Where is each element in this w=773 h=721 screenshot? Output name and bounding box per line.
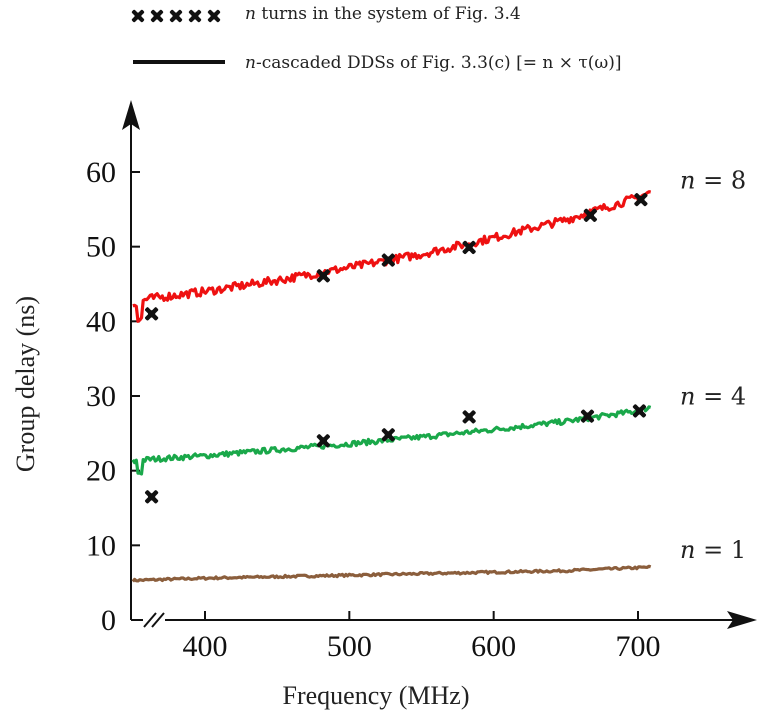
series-markers: [145, 193, 648, 504]
legend-marker-icon: [207, 9, 221, 23]
data-point-marker: [462, 410, 476, 424]
data-point-marker: [462, 240, 476, 255]
data-point-marker: [583, 208, 597, 222]
legend-marker-row: [131, 9, 221, 23]
series-annotation: n = 4: [680, 382, 746, 410]
x-axis-title: Frequency (MHz): [283, 681, 470, 710]
legend-marker-icon: [169, 9, 183, 23]
y-axis-title: Group delay (ns): [11, 296, 40, 472]
data-point-marker: [316, 269, 330, 283]
y-tick-label: 30: [86, 380, 116, 413]
data-point-marker: [580, 409, 595, 423]
series-annotation: n = 1: [680, 536, 746, 564]
x-tick-label: 700: [616, 630, 661, 663]
y-tick-label: 50: [86, 231, 116, 264]
x-tick-label: 400: [183, 630, 228, 663]
x-tick-label: 500: [327, 630, 372, 663]
legend: n turns in the system of Fig. 3.4 n-casc…: [131, 4, 622, 73]
y-tick-label: 60: [86, 156, 116, 189]
y-tick-label: 20: [86, 455, 116, 488]
data-point-marker: [381, 253, 395, 267]
data-point-marker: [381, 428, 395, 442]
legend-marker-icon: [150, 9, 164, 23]
y-tick-label: 40: [86, 305, 116, 338]
series-lines: [131, 190, 652, 583]
series-annotation: n = 8: [680, 166, 746, 194]
data-point-marker: [145, 490, 159, 504]
legend-entry-1-label: n turns in the system of Fig. 3.4: [245, 4, 521, 24]
y-tick-label: 10: [86, 529, 116, 562]
data-point-marker: [634, 193, 648, 207]
x-ticks: 400 500 600 700: [183, 611, 661, 663]
axes: [122, 100, 757, 629]
legend-marker-icon: [131, 9, 145, 23]
x-axis-arrow: [727, 611, 757, 629]
y-axis-arrow: [122, 100, 140, 130]
data-point-marker: [145, 307, 159, 321]
x-axis-break-icon: [143, 612, 165, 628]
series-line-1: [131, 564, 652, 583]
data-point-marker: [316, 434, 330, 448]
legend-entry-2-label: n-cascaded DDSs of Fig. 3.3(c) [= n × τ(…: [245, 53, 622, 73]
legend-marker-icon: [188, 9, 202, 23]
x-tick-label: 600: [471, 630, 516, 663]
y-tick-label: 0: [101, 604, 116, 637]
data-point-marker: [632, 404, 647, 418]
series-annotations: n = 1 n = 4 n = 8: [680, 166, 746, 564]
y-ticks: 0 10 20 30 40 50 60: [86, 156, 140, 637]
